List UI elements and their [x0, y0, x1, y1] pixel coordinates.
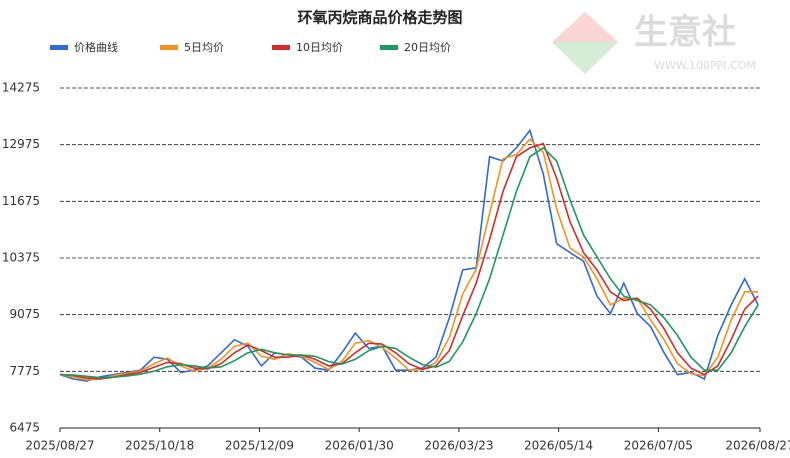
x-tick-label: 2025/08/27 [25, 439, 94, 453]
y-tick-label: 11675 [2, 194, 40, 208]
x-tick-label: 2026/08/27 [725, 439, 790, 453]
x-tick-label: 2025/10/18 [125, 439, 194, 453]
logo-diamond [552, 12, 618, 74]
legend-label: 20日均价 [404, 41, 451, 54]
chart-title: 环氧丙烷商品价格走势图 [297, 9, 462, 27]
x-tick-label: 2026/07/05 [624, 439, 693, 453]
y-tick-label: 10375 [2, 251, 40, 265]
legend-label: 10日均价 [296, 41, 343, 54]
x-tick-label: 2026/05/14 [524, 439, 593, 453]
logo-diamond-bottom [552, 42, 618, 74]
y-tick-label: 6475 [9, 421, 40, 435]
legend-swatch [50, 45, 68, 50]
y-tick-label: 9075 [9, 307, 40, 321]
watermark-url: WWW.100PPI.COM [654, 59, 756, 72]
series-line [59, 138, 759, 381]
legend-label: 价格曲线 [74, 40, 118, 54]
legend-swatch [272, 45, 290, 50]
legend-swatch [160, 45, 178, 50]
legend-label: 5日均价 [184, 41, 224, 54]
series-line [59, 142, 759, 380]
x-tick-label: 2026/03/23 [424, 439, 493, 453]
series-line [59, 128, 759, 382]
legend-swatch [380, 45, 398, 50]
series-line [59, 146, 759, 379]
watermark-logo: 生意社 WWW.100PPI.COM [552, 12, 756, 74]
y-tick-label: 12975 [2, 137, 40, 151]
y-tick-label: 7775 [9, 364, 40, 378]
y-tick-label: 14275 [2, 81, 40, 95]
x-tick-label: 2025/12/09 [225, 439, 294, 453]
x-tick-label: 2026/01/30 [325, 439, 394, 453]
watermark-brand: 生意社 [634, 13, 736, 53]
